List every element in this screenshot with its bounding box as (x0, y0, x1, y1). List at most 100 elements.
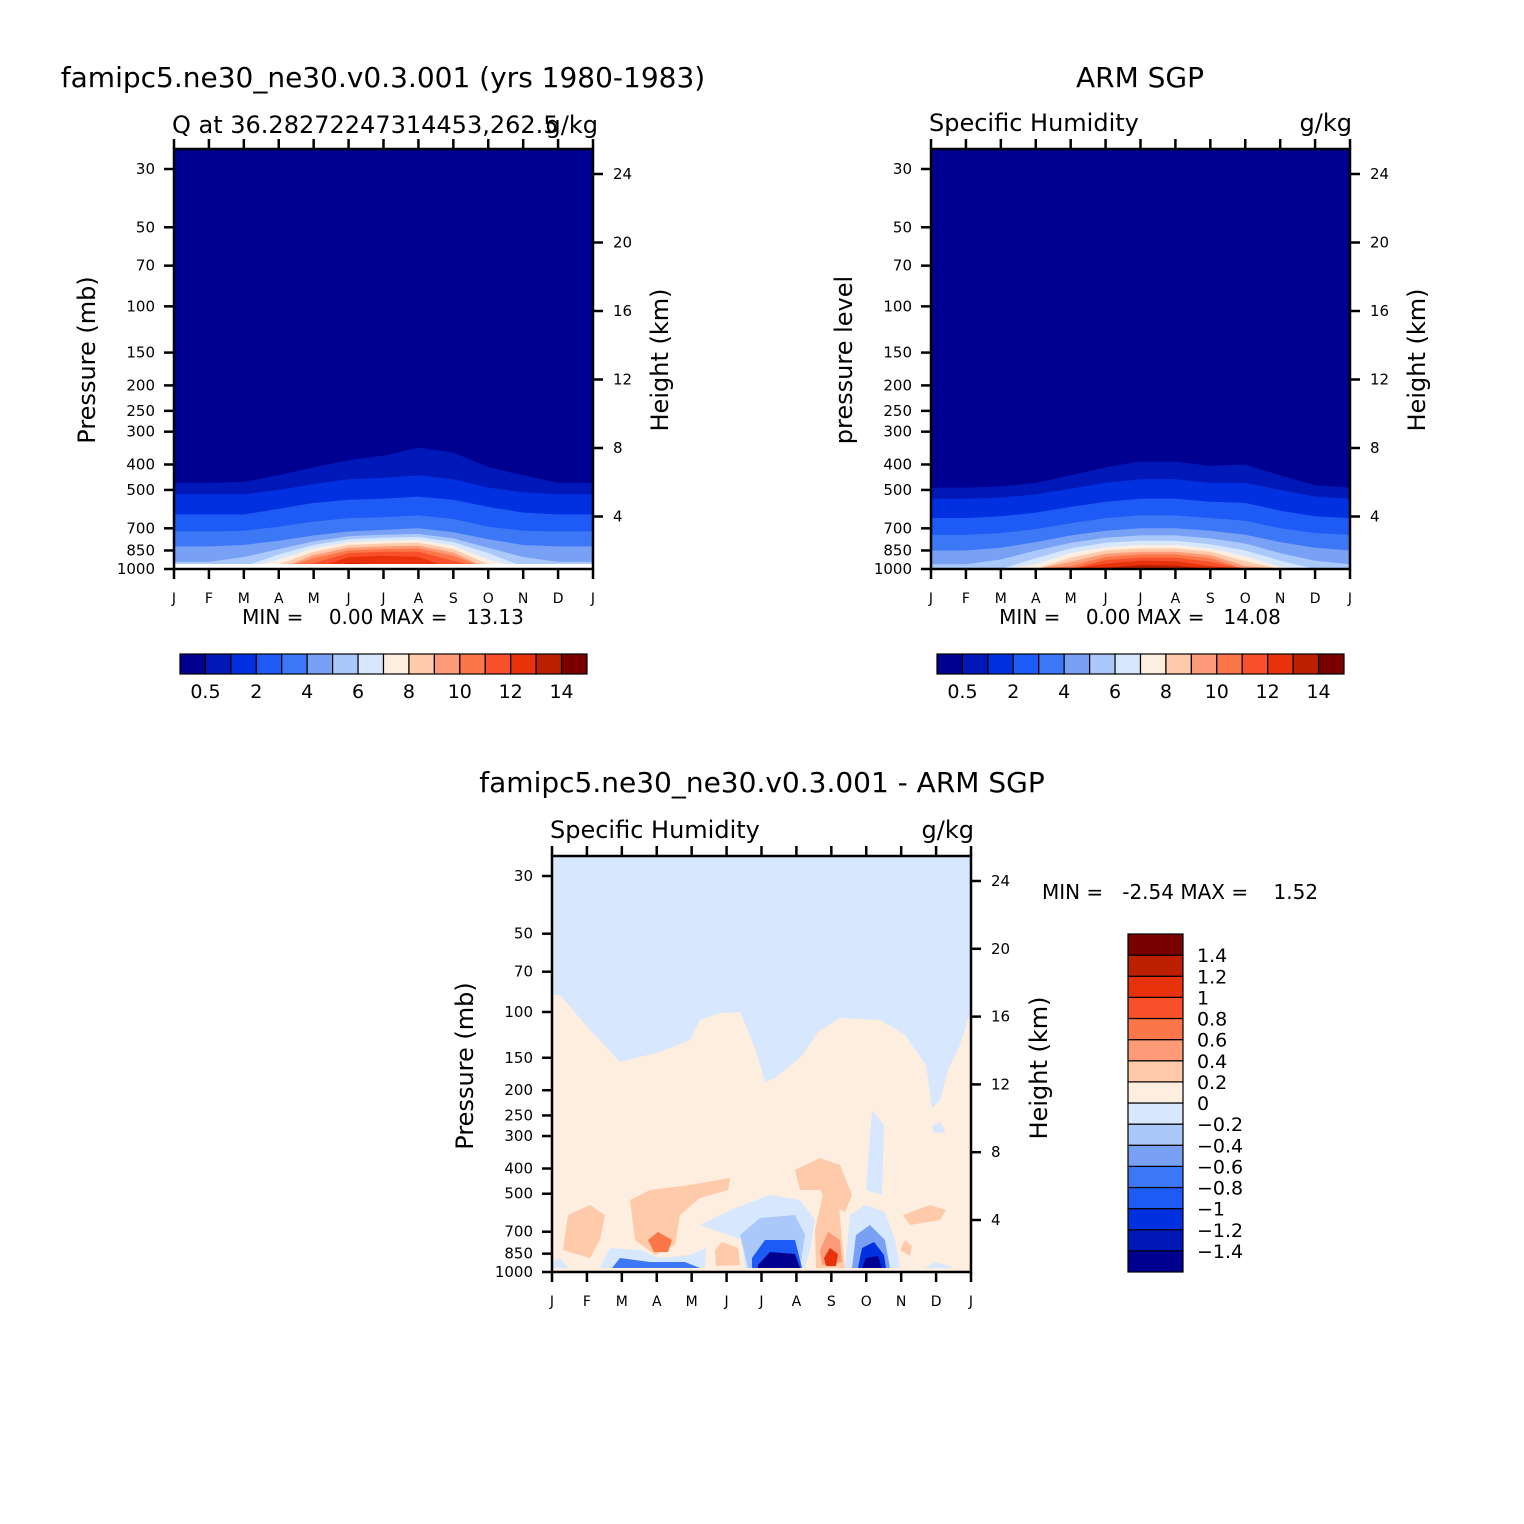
panel-model: famipc5.ne30_ne30.v0.3.001 (yrs 1980-198… (61, 61, 705, 703)
panel-obs-title: ARM SGP (1076, 61, 1204, 94)
y-tick-label: 100 (883, 297, 912, 315)
y-right-tick-label: 24 (1370, 165, 1389, 183)
y-tick-label: 100 (126, 297, 155, 315)
colorbar-label: 10 (448, 681, 472, 703)
diff-region-positive (900, 1240, 912, 1256)
colorbar-swatch (230, 653, 257, 675)
panel-obs-y-label: pressure level (830, 276, 858, 444)
y-tick-label: 150 (504, 1049, 533, 1067)
x-tick-label: J (549, 1294, 554, 1310)
diff-region-negative-patch (932, 1122, 946, 1133)
x-tick-label: O (1240, 591, 1251, 607)
panel-diff-plot-frame (550, 854, 973, 1274)
colorbar-label: −0.6 (1197, 1156, 1243, 1178)
y-tick-label: 700 (126, 519, 155, 537)
diff-region-positive-strong (648, 1232, 672, 1252)
colorbar-label: 12 (499, 681, 523, 703)
x-tick-label: D (553, 591, 564, 607)
colorbar-swatch (987, 653, 1014, 675)
y-tick-label: 50 (136, 218, 155, 236)
panel-model-title: famipc5.ne30_ne30.v0.3.001 (yrs 1980-198… (61, 61, 705, 94)
colorbar-swatch (1063, 653, 1091, 675)
y-tick-label: 400 (126, 455, 155, 473)
panel-obs-contour-field (931, 149, 1350, 569)
x-tick-label: O (483, 591, 494, 607)
x-tick-label: J (928, 591, 933, 607)
colorbar-swatch (1127, 1250, 1184, 1273)
y-tick-label: 50 (893, 218, 912, 236)
y-tick-label: 200 (504, 1081, 533, 1099)
panel-obs-plot-frame (929, 147, 1352, 571)
panel-model-plot-frame (172, 147, 595, 571)
colorbar-swatch (1127, 996, 1184, 1020)
colorbar-swatch (1216, 653, 1243, 675)
y-tick-label: 70 (893, 257, 912, 275)
surface-band (174, 564, 593, 568)
colorbar-label: −1.2 (1197, 1220, 1243, 1242)
diff-region-positive (563, 1205, 605, 1258)
colorbar-label: 0.4 (1197, 1051, 1227, 1073)
y-tick-label: 700 (504, 1223, 533, 1241)
x-tick-label: A (274, 591, 284, 607)
x-tick-label: F (205, 591, 213, 607)
y-tick-label: 850 (883, 541, 912, 559)
colorbar-label: 0.5 (947, 681, 977, 703)
panel-obs-min-max: MIN = 0.00 MAX = 14.08 (999, 605, 1281, 629)
colorbar-swatch (510, 653, 537, 675)
x-tick-label: D (1310, 591, 1321, 607)
colorbar-label: 6 (352, 681, 364, 703)
colorbar-label: 12 (1256, 681, 1280, 703)
y-right-tick-label: 8 (991, 1143, 1001, 1161)
y-right-tick-label: 4 (613, 508, 623, 526)
colorbar-label: 6 (1109, 681, 1121, 703)
colorbar-label: 2 (250, 681, 262, 703)
colorbar-label: 4 (1058, 681, 1070, 703)
colorbar-label: 0.5 (190, 681, 220, 703)
x-tick-label: J (758, 1294, 763, 1310)
panel-obs-left-subtitle: Specific Humidity (929, 109, 1139, 137)
panel-obs-right-subtitle: g/kg (1300, 109, 1352, 137)
x-tick-label: J (724, 1294, 729, 1310)
panel-diff-left-subtitle: Specific Humidity (550, 816, 760, 844)
colorbar-swatch (1241, 653, 1269, 675)
colorbar-swatch (1127, 1208, 1184, 1231)
colorbar-swatch (1127, 1102, 1184, 1125)
panel-model-left-subtitle: Q at 36.28272247314453,262.5 (172, 111, 559, 139)
x-tick-label: D (931, 1294, 942, 1310)
y-tick-label: 1000 (117, 560, 155, 578)
x-tick-label: J (380, 591, 385, 607)
colorbar-label: 0.8 (1197, 1009, 1227, 1031)
colorbar-swatch (560, 653, 588, 675)
panel-diff-contour-field (552, 856, 971, 1272)
diff-region-negative (925, 1262, 952, 1268)
y-tick-label: 200 (126, 376, 155, 394)
colorbar-swatch (255, 653, 283, 675)
x-tick-label: J (171, 591, 176, 607)
contour-band (931, 564, 1350, 569)
colorbar-swatch (1012, 653, 1040, 675)
y-tick-label: 400 (883, 455, 912, 473)
y-tick-label: 250 (504, 1106, 533, 1124)
y-tick-label: 1000 (874, 560, 912, 578)
colorbar-swatch (1127, 1165, 1184, 1189)
x-tick-label: M (686, 1294, 698, 1310)
panel-diff-y-axis-right: 4 8 12 16 20 24 (971, 872, 1010, 1229)
y-tick-label: 400 (504, 1160, 533, 1178)
colorbar-label: 4 (301, 681, 313, 703)
diff-region-positive (715, 1242, 740, 1266)
colorbar-label: 8 (1160, 681, 1172, 703)
colorbar-swatch (936, 653, 964, 675)
colorbar-swatch (1292, 653, 1320, 675)
diff-region-negative-patch (866, 1110, 884, 1195)
colorbar-swatch (179, 653, 207, 675)
colorbar-swatch (1165, 653, 1192, 675)
panel-diff-right-subtitle: g/kg (922, 816, 974, 844)
colorbar-swatch (332, 653, 359, 675)
colorbar-swatch (306, 653, 334, 675)
x-tick-label: J (968, 1294, 973, 1310)
colorbar-swatch (204, 653, 232, 675)
colorbar-label: 0.2 (1197, 1072, 1227, 1094)
diff-region-upper-negative (552, 856, 971, 1108)
